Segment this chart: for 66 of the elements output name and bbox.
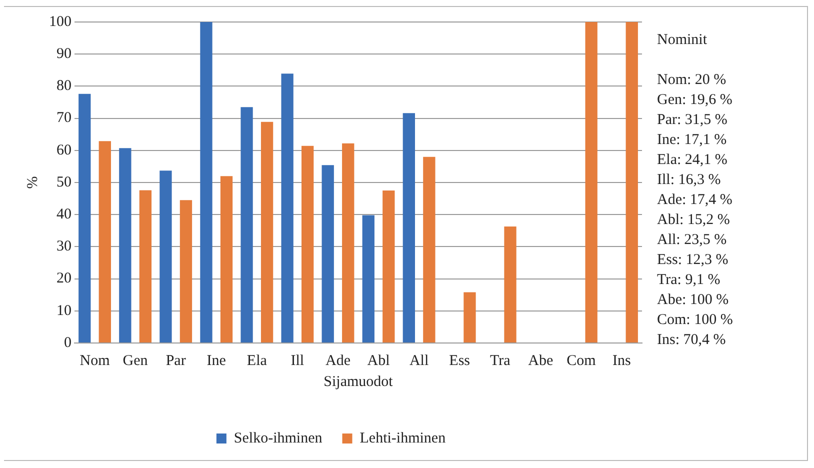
legend-label: Selko-ihminen (234, 430, 323, 446)
y-tick-label: 30 (56, 238, 72, 255)
y-tick-label: 10 (56, 302, 72, 319)
text: Ine: 17,1 % (657, 131, 728, 150)
text: Ins: 70,4 % (657, 331, 727, 350)
bar (423, 156, 436, 342)
text: Nom: 20 % (657, 71, 728, 90)
text: Abe: 100 % (657, 291, 730, 310)
text: Nominit (657, 31, 708, 50)
y-tick-label: 0 (64, 334, 72, 351)
y-tick-label: 60 (56, 142, 72, 158)
y-tick-label: 80 (56, 78, 72, 94)
text: Ill: 16,3 % (657, 171, 722, 190)
bar (281, 74, 294, 342)
x-tick-label: Ela (246, 352, 268, 369)
bar (382, 190, 395, 342)
x-tick-label: Com (566, 352, 596, 369)
text: Gen: 19,6 % (657, 91, 733, 110)
x-tick-label: Ins (612, 352, 632, 369)
bar (139, 190, 152, 342)
text: Tra: 9,1 % (657, 271, 722, 290)
text: Ela: 24,1 % (657, 151, 728, 170)
bar (402, 113, 415, 342)
y-tick-label: 70 (56, 110, 72, 126)
x-tick-label: Ine (206, 352, 226, 369)
bar (585, 22, 598, 342)
x-tick-label: All (409, 352, 429, 369)
bar (119, 148, 132, 342)
bar (302, 146, 314, 342)
text: Abl: 15,2 % (657, 211, 731, 230)
bar (260, 122, 274, 342)
y-tick-label: 90 (56, 46, 72, 62)
bar (504, 226, 516, 342)
x-tick-label: Abe (528, 352, 554, 369)
bar (362, 215, 374, 342)
bar (240, 107, 253, 342)
bar (464, 292, 476, 342)
x-tick-label: Tra (490, 352, 511, 369)
y-tick-label: 20 (56, 270, 72, 287)
text: Ess: 12,3 % (657, 251, 730, 270)
x-tick-label: Ade (325, 352, 351, 369)
x-tick-label: Abl (367, 352, 390, 369)
x-tick-label: Ill (290, 352, 304, 369)
bar (220, 176, 233, 342)
bar (78, 94, 91, 342)
bar (626, 22, 638, 342)
bar (180, 200, 192, 342)
x-tick-label: Par (166, 352, 186, 369)
x-tick-label: Ess (449, 352, 470, 369)
bar (322, 165, 334, 342)
text: Par: 31,5 % (657, 111, 728, 130)
x-axis-title: Sijamuodot (324, 374, 394, 390)
bar (98, 141, 111, 342)
x-tick-label: Gen (122, 352, 148, 369)
bar (200, 22, 212, 342)
y-tick-label: 50 (56, 174, 72, 190)
y-tick-label: 100 (49, 14, 72, 30)
text: All: 23,5 % (657, 231, 728, 250)
text: Ade: 17,4 % (657, 191, 733, 210)
y-tick-label: 40 (56, 206, 72, 223)
bar (342, 143, 354, 342)
y-axis-title: % (24, 176, 41, 189)
text: Com: 100 % (657, 311, 733, 330)
x-tick-label: Nom (80, 352, 110, 369)
bar (160, 170, 172, 342)
legend-label: Lehti-ihminen (360, 430, 446, 446)
